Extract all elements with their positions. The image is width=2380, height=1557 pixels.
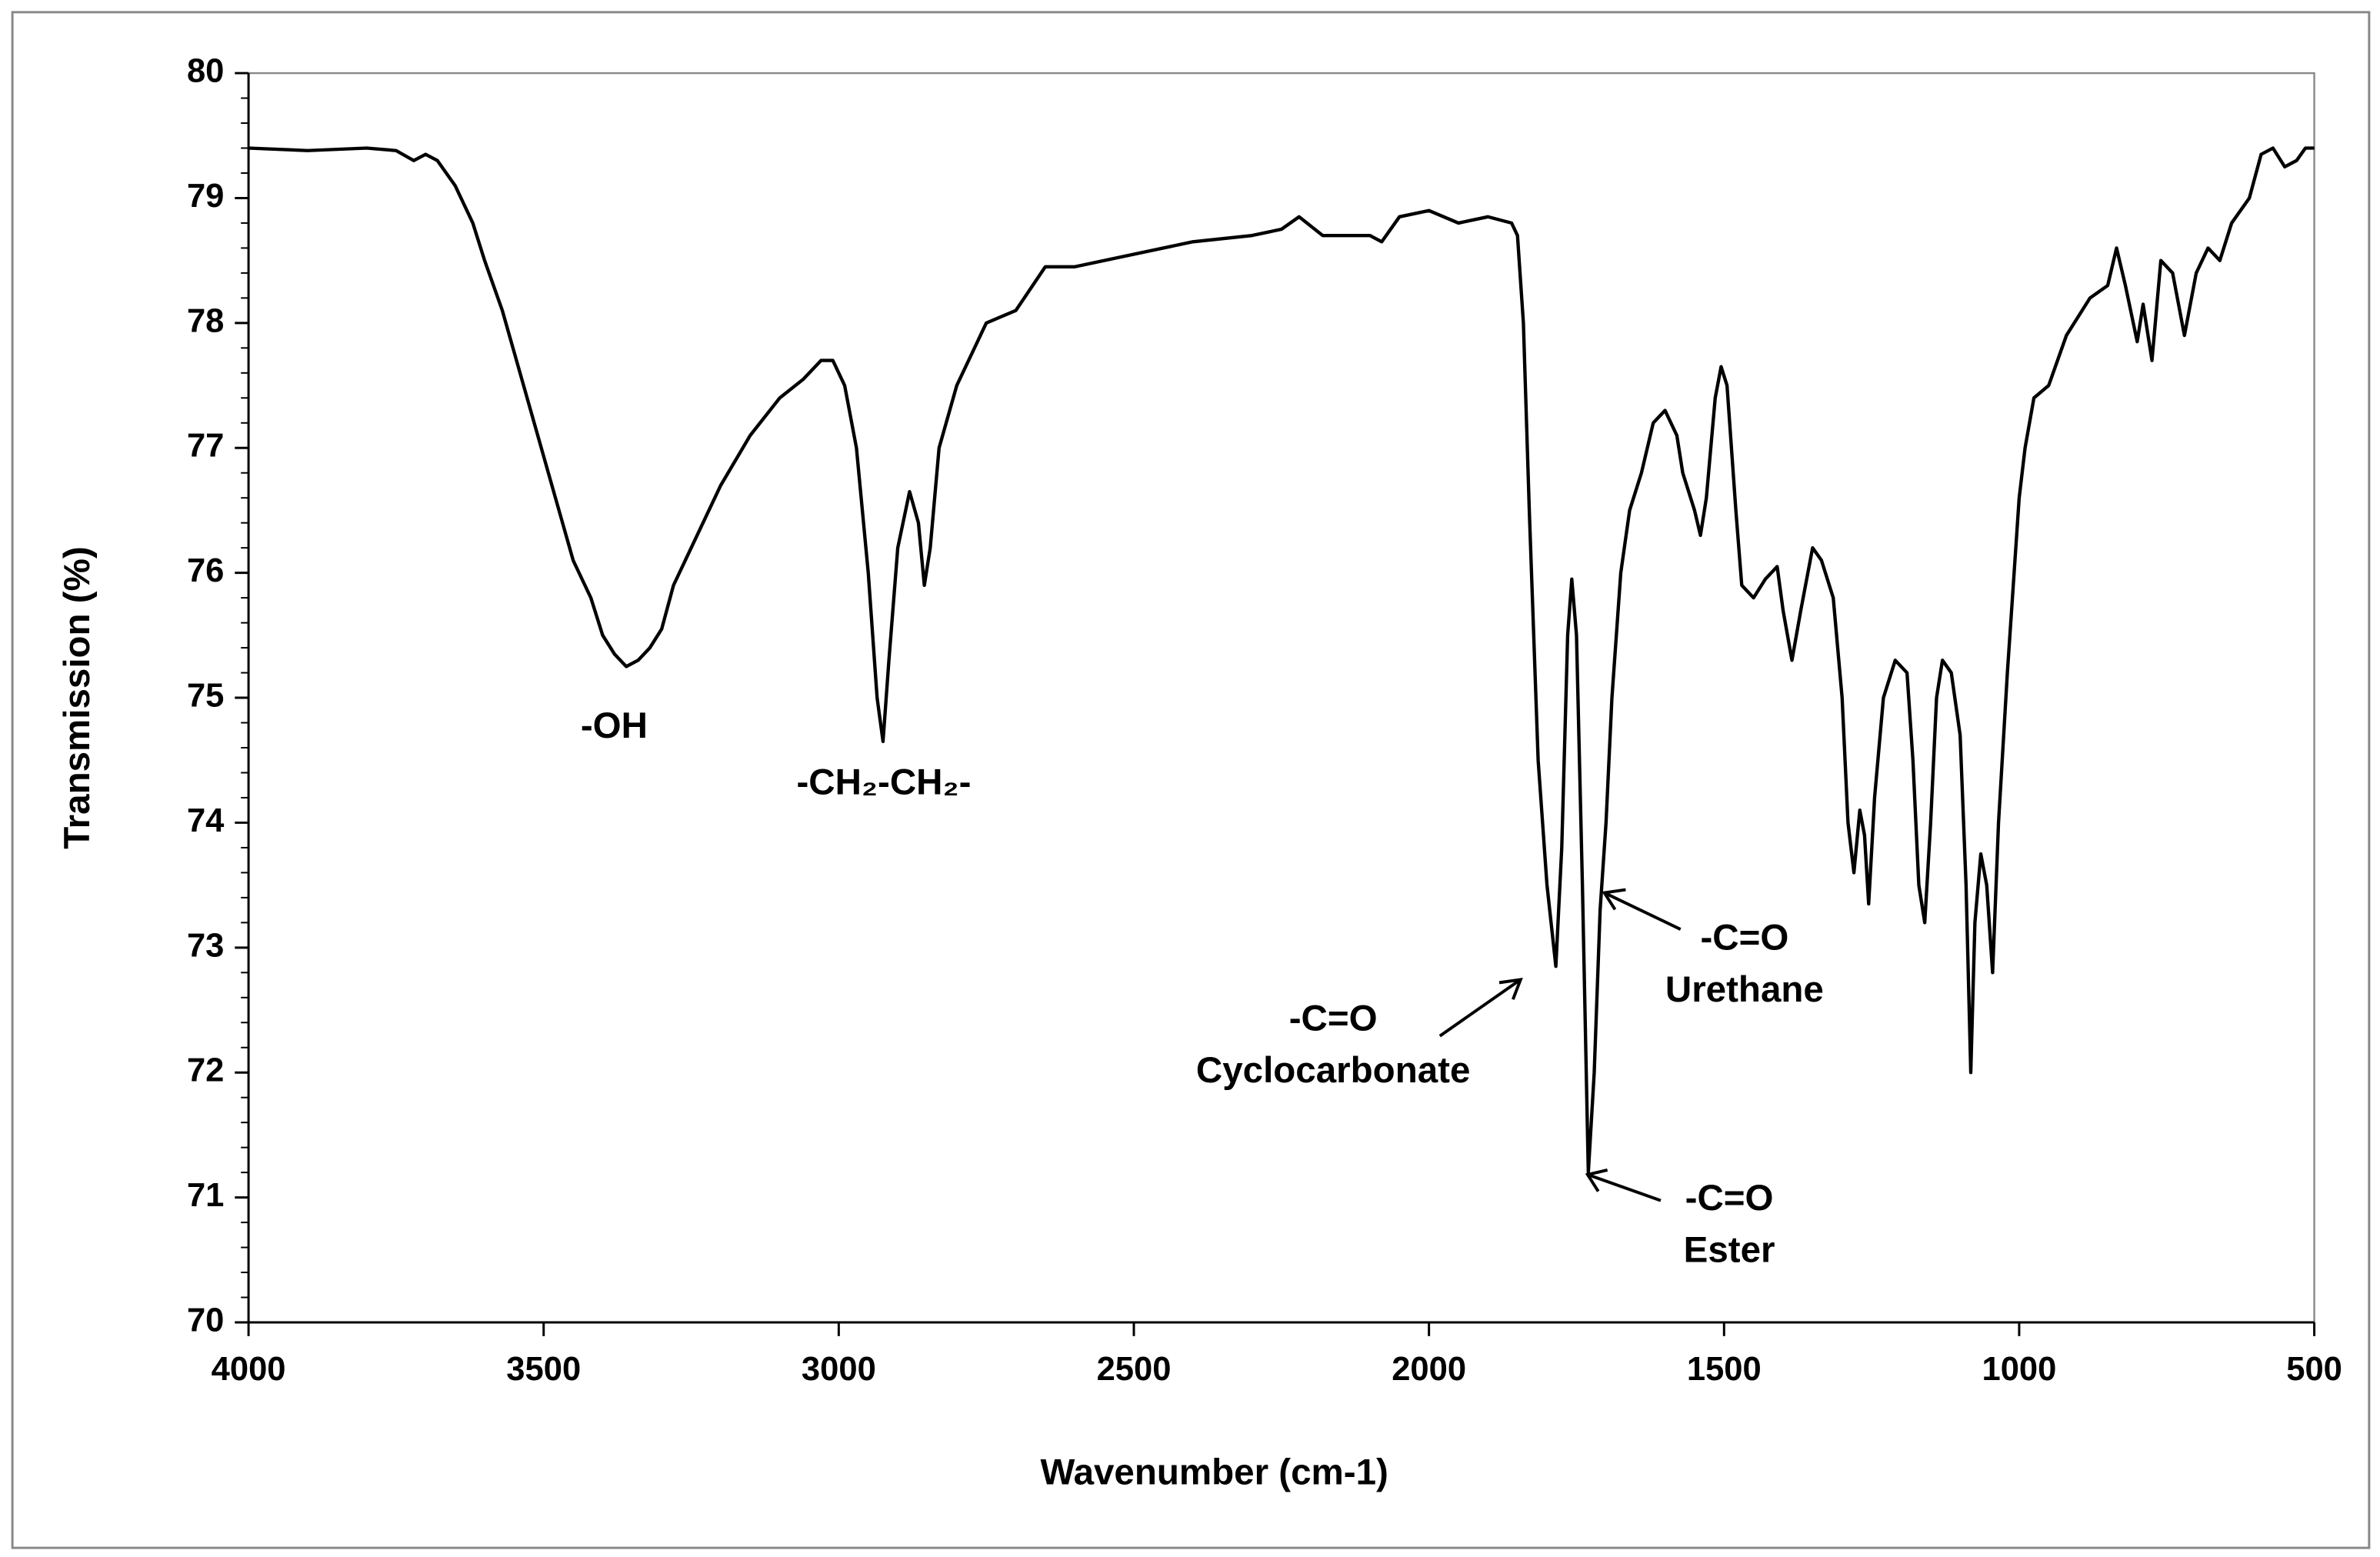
- annotation: Ester: [1684, 1229, 1775, 1270]
- annotation: -C=O: [1700, 917, 1788, 958]
- y-tick-label: 80: [187, 53, 224, 90]
- y-axis-title: Transmission (%): [57, 546, 98, 849]
- annotation: -OH: [581, 705, 648, 746]
- annotation: Cyclocarbonate: [1196, 1050, 1470, 1091]
- y-tick-label: 70: [187, 1302, 224, 1339]
- spectrum-line: [248, 146, 2315, 1175]
- y-tick-label: 72: [187, 1052, 224, 1089]
- x-tick-label: 2000: [1392, 1351, 1466, 1388]
- y-tick-label: 74: [187, 802, 224, 839]
- x-axis-title: Wavenumber (cm-1): [1040, 1452, 1388, 1493]
- y-tick-label: 79: [187, 178, 224, 215]
- x-tick-label: 500: [2286, 1351, 2342, 1388]
- y-tick-label: 78: [187, 302, 224, 339]
- annotation: -C=O: [1289, 998, 1378, 1039]
- arrow: [1587, 1173, 1662, 1202]
- annotation: Urethane: [1665, 969, 1824, 1010]
- x-tick-label: 4000: [212, 1351, 286, 1388]
- arrows: [1438, 888, 1682, 1202]
- y-tick-label: 73: [187, 927, 224, 964]
- arrow-head: [1498, 977, 1523, 1000]
- x-tick-label: 2500: [1097, 1351, 1172, 1388]
- x-tick-label: 1500: [1687, 1351, 1762, 1388]
- x-tick-label: 3500: [506, 1351, 581, 1388]
- y-tick-label: 77: [187, 428, 224, 465]
- x-tick-label: 3000: [802, 1351, 876, 1388]
- chart-border: [11, 11, 2371, 1549]
- arrow: [1438, 978, 1522, 1038]
- y-tick-label: 71: [187, 1177, 224, 1214]
- arrow: [1603, 891, 1682, 931]
- annotation: -CH₂-CH₂-: [796, 762, 971, 802]
- arrow-head: [1602, 888, 1626, 911]
- annotation: -C=O: [1685, 1178, 1774, 1219]
- x-tick-label: 1000: [1982, 1351, 2056, 1388]
- arrow-head: [1585, 1169, 1608, 1192]
- y-tick-label: 76: [187, 552, 224, 589]
- y-tick-label: 75: [187, 678, 224, 715]
